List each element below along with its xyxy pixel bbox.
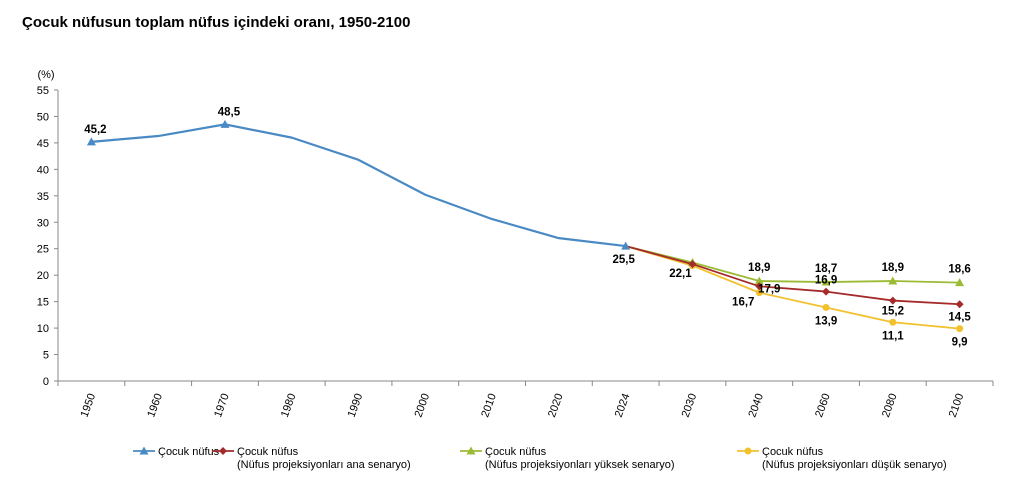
data-point-marker xyxy=(955,278,965,287)
y-tick-label: 50 xyxy=(37,111,49,123)
axes: 0 5 10 15 20 25 30 35 40 45 50 55 (%) 1950 1960 1970 198… xyxy=(37,69,994,419)
data-point-marker xyxy=(889,318,897,326)
y-tick-label: 5 xyxy=(43,350,49,362)
legend-item: Çocuk nüfus(Nüfus projeksiyonları yüksek… xyxy=(460,446,675,471)
x-tick-label: 2040 xyxy=(746,392,766,419)
y-tick-label: 45 xyxy=(37,138,49,150)
x-tick-label: 2020 xyxy=(546,392,566,419)
data-point-marker xyxy=(755,282,764,291)
y-tick-label: 55 xyxy=(37,85,49,97)
y-tick-label: 15 xyxy=(37,297,49,309)
data-label: 18,9 xyxy=(748,262,770,274)
series-layer xyxy=(86,119,965,333)
legend-item: Çocuk nüfus(Nüfus projeksiyonları ana se… xyxy=(212,446,411,471)
data-point-marker xyxy=(821,277,831,286)
y-tick-label: 25 xyxy=(37,244,49,256)
x-tick-label: 1980 xyxy=(279,392,299,419)
data-point-marker xyxy=(220,119,230,128)
data-label: 16,7 xyxy=(732,297,754,309)
x-tick-label: 1950 xyxy=(79,392,99,419)
legend: Çocuk nüfus Çocuk nüfus(Nüfus projeksiyon… xyxy=(133,446,947,471)
data-point-marker xyxy=(219,447,227,455)
y-tick-label: 40 xyxy=(37,164,49,176)
data-label: 48,5 xyxy=(218,106,241,118)
y-tick-label: 0 xyxy=(43,376,49,388)
legend-label: Çocuk nüfus xyxy=(485,446,547,458)
legend-label: Çocuk nüfus xyxy=(762,446,824,458)
data-point-marker xyxy=(754,276,764,285)
data-label: 13,9 xyxy=(815,315,837,327)
legend-label: (Nüfus projeksiyonları yüksek senaryo) xyxy=(485,459,675,471)
y-tick-label: 10 xyxy=(37,323,49,335)
x-tick-label: 2060 xyxy=(813,392,833,419)
x-tick-label: 2010 xyxy=(479,392,499,419)
legend-label: (Nüfus projeksiyonları ana senaryo) xyxy=(237,459,411,471)
data-point-marker xyxy=(86,137,96,146)
data-label: 25,5 xyxy=(612,254,635,266)
data-label: 45,2 xyxy=(84,124,106,136)
legend-label: Çocuk nüfus xyxy=(237,446,299,458)
x-tick-label: 2024 xyxy=(613,392,633,419)
data-point-marker xyxy=(888,276,898,285)
data-label: 22,1 xyxy=(669,268,692,280)
data-label: 18,6 xyxy=(948,264,970,276)
x-tick-label: 1960 xyxy=(145,392,165,419)
legend-item: Çocuk nüfus(Nüfus projeksiyonları düşük … xyxy=(737,446,947,471)
y-tick-label: 30 xyxy=(37,217,49,229)
x-tick-label: 1990 xyxy=(346,392,366,419)
data-label: 18,7 xyxy=(815,263,837,275)
data-label: 16,9 xyxy=(815,275,837,287)
data-point-marker xyxy=(688,260,697,269)
data-point-marker xyxy=(822,287,831,296)
data-label: 17,9 xyxy=(758,283,780,295)
series-line xyxy=(625,245,960,330)
data-point-marker xyxy=(621,241,631,250)
series-line xyxy=(91,123,626,248)
series-line xyxy=(625,245,960,284)
data-label: 18,9 xyxy=(882,262,904,274)
data-point-marker xyxy=(956,325,964,333)
data-point-marker xyxy=(466,446,476,455)
data-point-marker xyxy=(139,446,149,455)
data-label: 15,2 xyxy=(882,306,904,318)
data-labels: 45,2 48,5 25,5 22,1 17,9 16,9 15,2 14,5 18,9 18,7… xyxy=(84,106,971,348)
series-line xyxy=(625,245,960,306)
x-tick-label: 2080 xyxy=(880,392,900,419)
data-point-marker xyxy=(744,447,752,455)
legend-label: Çocuk nüfus xyxy=(158,446,220,458)
y-tick-label: 20 xyxy=(37,270,49,282)
data-point-marker xyxy=(755,289,763,297)
data-label: 11,1 xyxy=(882,330,904,342)
data-label: 14,5 xyxy=(948,311,971,323)
x-tick-label: 2100 xyxy=(947,392,967,419)
data-point-marker xyxy=(888,296,897,305)
x-tick-label: 2030 xyxy=(680,392,700,419)
data-label: 9,9 xyxy=(952,337,968,349)
x-tick-label: 2000 xyxy=(412,392,432,419)
chart-title: Çocuk nüfusun toplam nüfus içindeki oran… xyxy=(22,14,411,31)
data-point-marker xyxy=(822,303,830,311)
legend-label: (Nüfus projeksiyonları düşük senaryo) xyxy=(762,459,947,471)
y-axis-unit: (%) xyxy=(37,69,54,81)
x-tick-label: 1970 xyxy=(212,392,232,419)
data-point-marker xyxy=(955,300,964,309)
legend-item: Çocuk nüfus xyxy=(133,446,220,458)
y-tick-label: 35 xyxy=(37,191,49,203)
